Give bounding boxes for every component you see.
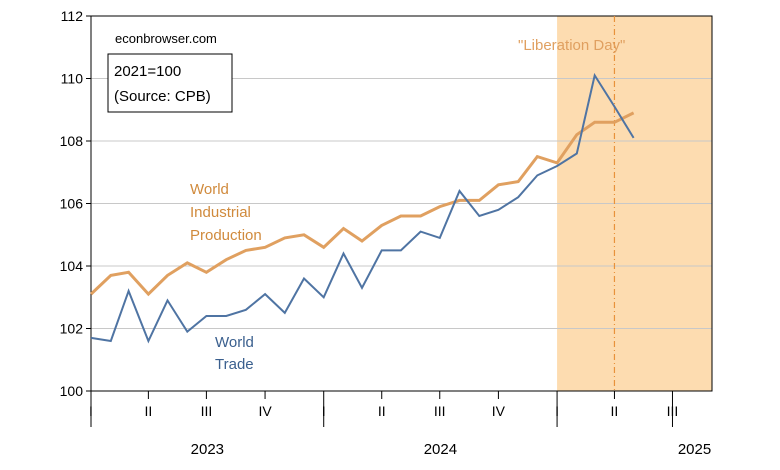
y-tick-label: 102 <box>60 321 84 337</box>
x-quarter-label: I <box>322 403 326 419</box>
info-box-line-2: (Source: CPB) <box>114 88 211 105</box>
info-box-line-1: 2021=100 <box>114 63 181 80</box>
x-year-label: 2024 <box>424 441 457 458</box>
ip-label-line-1: World <box>190 181 229 198</box>
y-tick-label: 112 <box>61 8 84 24</box>
y-axis-ticks: 100 102 104 106 108 110 112 <box>60 8 91 399</box>
x-quarter-label: II <box>378 403 386 419</box>
x-quarter-label: IV <box>258 403 272 419</box>
y-tick-label: 110 <box>61 71 84 87</box>
y-tick-label: 100 <box>60 383 84 399</box>
y-tick-label: 104 <box>60 258 84 274</box>
y-tick-label: 106 <box>60 196 84 212</box>
series-line-world-trade <box>90 72 635 344</box>
event-label: "Liberation Day" <box>518 37 625 54</box>
series-line-industrial-production <box>89 111 635 297</box>
x-quarter-label: III <box>434 403 446 419</box>
series-layer <box>89 72 635 344</box>
trade-label-line-1: World <box>215 334 254 351</box>
info-box <box>107 53 233 113</box>
x-quarter-label: I <box>89 403 93 419</box>
ip-label-line-3: Production <box>190 227 262 244</box>
x-year-label: 2025 <box>678 441 711 458</box>
x-quarter-label: I <box>555 403 559 419</box>
x-year-label: 2023 <box>191 441 224 458</box>
x-quarter-label: II <box>611 403 619 419</box>
y-tick-label: 108 <box>60 133 84 149</box>
watermark: econbrowser.com <box>115 31 217 46</box>
x-quarter-label: III <box>201 403 213 419</box>
x-quarter-label: II <box>144 403 152 419</box>
x-quarter-label: III <box>667 403 679 419</box>
trade-label-line-2: Trade <box>215 356 254 373</box>
x-quarter-label: IV <box>492 403 506 419</box>
ip-label-line-2: Industrial <box>190 204 251 221</box>
